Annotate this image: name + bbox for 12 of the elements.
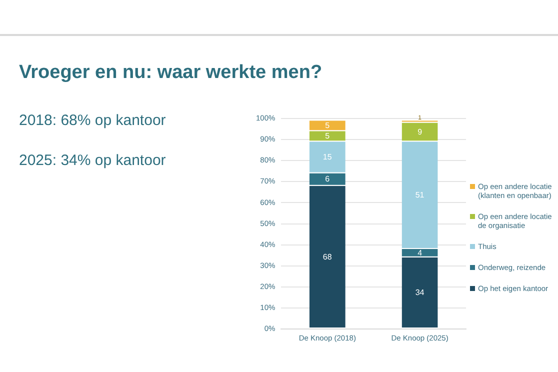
data-label: 6 — [325, 174, 330, 184]
data-label: 5 — [325, 121, 330, 130]
data-label: 15 — [322, 152, 332, 162]
data-label: 34 — [415, 288, 425, 298]
text: 2025: 34% op kantoor — [19, 152, 166, 169]
data-label: 9 — [418, 127, 423, 136]
data-label: 68 — [322, 252, 332, 262]
chart-title: Vroeger en nu: waar werkte men? — [19, 62, 322, 84]
data-label: 4 — [418, 248, 423, 258]
data-label: 51 — [415, 190, 425, 200]
text: 2018: 68% op kantoor — [19, 112, 166, 129]
data-label: 5 — [325, 132, 330, 141]
